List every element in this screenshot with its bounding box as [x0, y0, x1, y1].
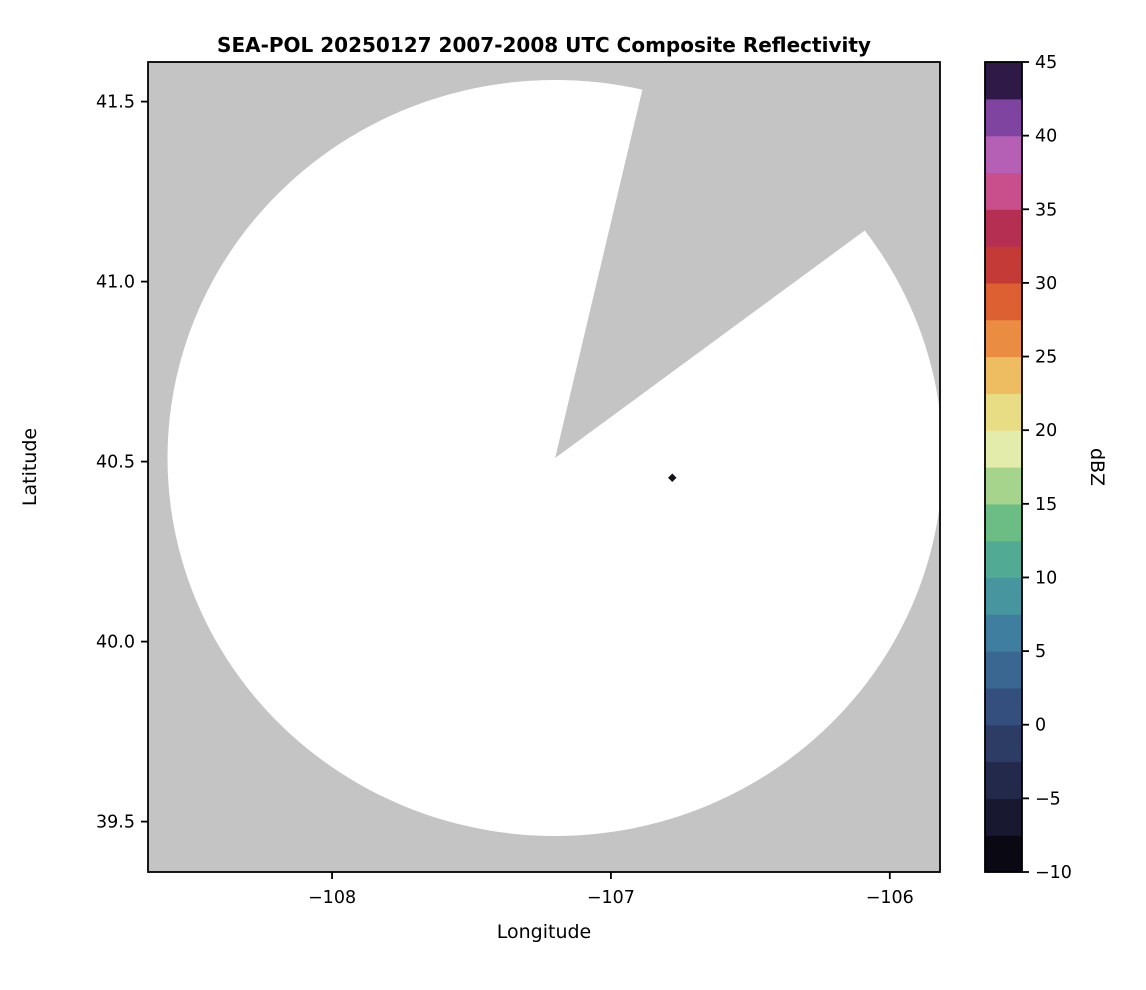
plot-area	[148, 62, 940, 872]
colorbar-tick-label: −5	[1035, 789, 1061, 809]
colorbar-band	[985, 319, 1022, 358]
colorbar-tick-label: 45	[1035, 53, 1057, 73]
chart-title: SEA-POL 20250127 2007-2008 UTC Composite…	[217, 33, 871, 57]
y-axis: 39.5 40.0 40.5 41.0 41.5	[96, 93, 148, 833]
colorbar-tick-label: 5	[1035, 642, 1046, 662]
colorbar-tick-label: 20	[1035, 421, 1057, 441]
y-tick-label: 41.0	[96, 273, 135, 293]
colorbar-band	[985, 687, 1022, 726]
colorbar-band	[985, 209, 1022, 247]
colorbar-border	[984, 61, 1023, 873]
colorbar-tick-label: 35	[1035, 200, 1057, 220]
colorbar-band	[985, 577, 1022, 615]
colorbar-band	[985, 651, 1022, 689]
colorbar-tick-label: −10	[1035, 863, 1072, 883]
y-tick-label: 39.5	[96, 813, 135, 833]
colorbar-band	[985, 430, 1022, 468]
colorbar-band	[985, 835, 1022, 873]
colorbar-band	[985, 282, 1022, 321]
colorbar-band	[985, 503, 1022, 542]
x-tick-label: −107	[587, 888, 635, 908]
y-tick-label: 40.0	[96, 633, 135, 653]
x-tick-label: −106	[866, 888, 914, 908]
colorbar-band	[985, 467, 1022, 505]
colorbar-band	[985, 761, 1022, 799]
x-tick-label: −108	[308, 888, 356, 908]
y-tick-label: 41.5	[96, 93, 135, 113]
colorbar-tick-label: 15	[1035, 495, 1057, 515]
colorbar-band	[985, 98, 1022, 137]
colorbar-band	[985, 246, 1022, 284]
colorbar-band	[985, 62, 1022, 100]
colorbar-band	[985, 540, 1022, 579]
colorbar-tick-label: 30	[1035, 274, 1057, 294]
colorbar-band	[985, 393, 1022, 431]
colorbar-tick-label: 25	[1035, 348, 1057, 368]
colorbar-tick-label: 0	[1035, 716, 1046, 736]
colorbar-band	[985, 724, 1022, 763]
colorbar-tick-label: 10	[1035, 568, 1057, 588]
plot-border	[147, 61, 941, 873]
colorbar-band	[985, 614, 1022, 652]
colorbar-band	[985, 135, 1022, 174]
radar-coverage-area	[167, 80, 940, 836]
echo-point	[668, 473, 677, 483]
x-axis-label: Longitude	[496, 921, 592, 943]
colorbar-tick-label: 40	[1035, 127, 1057, 147]
x-axis: −108 −107 −106	[308, 872, 914, 908]
colorbar-band	[985, 172, 1022, 210]
colorbar-label-text: dBZ	[1086, 447, 1108, 487]
y-axis-label-text: Latitude	[19, 427, 41, 507]
colorbar-band	[985, 356, 1022, 394]
colorbar: −10 −5 0 5 10 15 20 25 30 35 40 45	[984, 53, 1072, 883]
colorbar-band	[985, 798, 1022, 836]
y-tick-label: 40.5	[96, 453, 135, 473]
